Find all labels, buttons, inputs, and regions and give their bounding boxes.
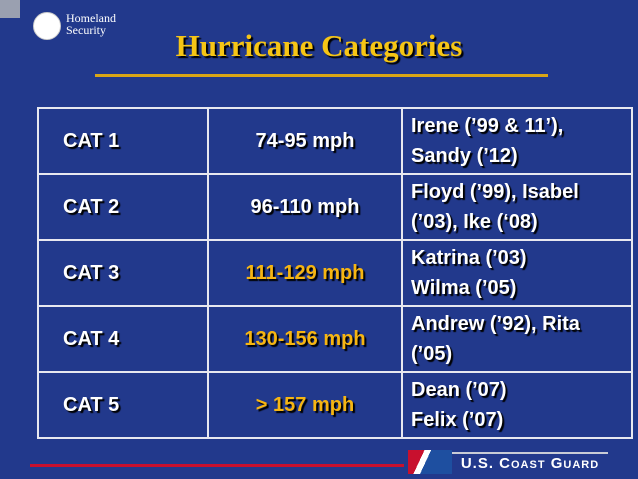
storm-examples: Andrew (’92), Rita (’05) [401, 305, 633, 373]
table-row: CAT 5 > 157 mph Dean (’07) Felix (’07) [37, 371, 633, 439]
category: CAT 2 [37, 173, 209, 241]
storm-line: Felix (’07) [411, 409, 504, 431]
coast-guard-stripe [408, 450, 452, 474]
wind-speed: 74-95 mph [207, 107, 403, 175]
storm-line: Wilma (’05) [411, 277, 517, 299]
storm-line: Andrew (’92), Rita [411, 313, 580, 335]
storm-line: Floyd (’99), Isabel [411, 181, 579, 203]
wind-speed: 111-129 mph [207, 239, 403, 307]
storm-line: (’05) [411, 343, 453, 365]
slide-title: Hurricane Categories [175, 28, 463, 63]
title-rule [95, 74, 548, 77]
wind-speed: 96-110 mph [207, 173, 403, 241]
footer-line [30, 464, 404, 467]
category: CAT 3 [37, 239, 209, 307]
storm-line: (’03), Ike (‘08) [411, 211, 538, 233]
storm-examples: Dean (’07) Felix (’07) [401, 371, 633, 439]
category-table: CAT 1 74-95 mph Irene (’99 & 11’), Sandy (’… [37, 107, 633, 439]
window-icon [0, 0, 20, 18]
agency-name: Homeland Security [66, 11, 116, 37]
category: CAT 5 [37, 371, 209, 439]
storm-examples: Katrina (’03) Wilma (’05) [401, 239, 633, 307]
storm-line: Sandy (’12) [411, 145, 518, 167]
wind-speed: 130-156 mph [207, 305, 403, 373]
table-row: CAT 1 74-95 mph Irene (’99 & 11’), Sandy (’… [37, 107, 633, 175]
category: CAT 4 [37, 305, 209, 373]
dhs-seal [33, 12, 61, 40]
table-row: CAT 4 130-156 mph Andrew (’92), Rita (’05) [37, 305, 633, 373]
storm-line: Irene (’99 & 11’), [411, 115, 564, 137]
storm-examples: Floyd (’99), Isabel (’03), Ike (‘08) [401, 173, 633, 241]
table-row: CAT 2 96-110 mph Floyd (’99), Isabel (’03),… [37, 173, 633, 241]
organization: U.S. Coast Guard [452, 452, 608, 474]
wind-speed: > 157 mph [207, 371, 403, 439]
table-row: CAT 3 111-129 mph Katrina (’03) Wilma (’05) [37, 239, 633, 307]
category: CAT 1 [37, 107, 209, 175]
storm-line: Dean (’07) [411, 379, 507, 401]
storm-examples: Irene (’99 & 11’), Sandy (’12) [401, 107, 633, 175]
storm-line: Katrina (’03) [411, 247, 527, 269]
